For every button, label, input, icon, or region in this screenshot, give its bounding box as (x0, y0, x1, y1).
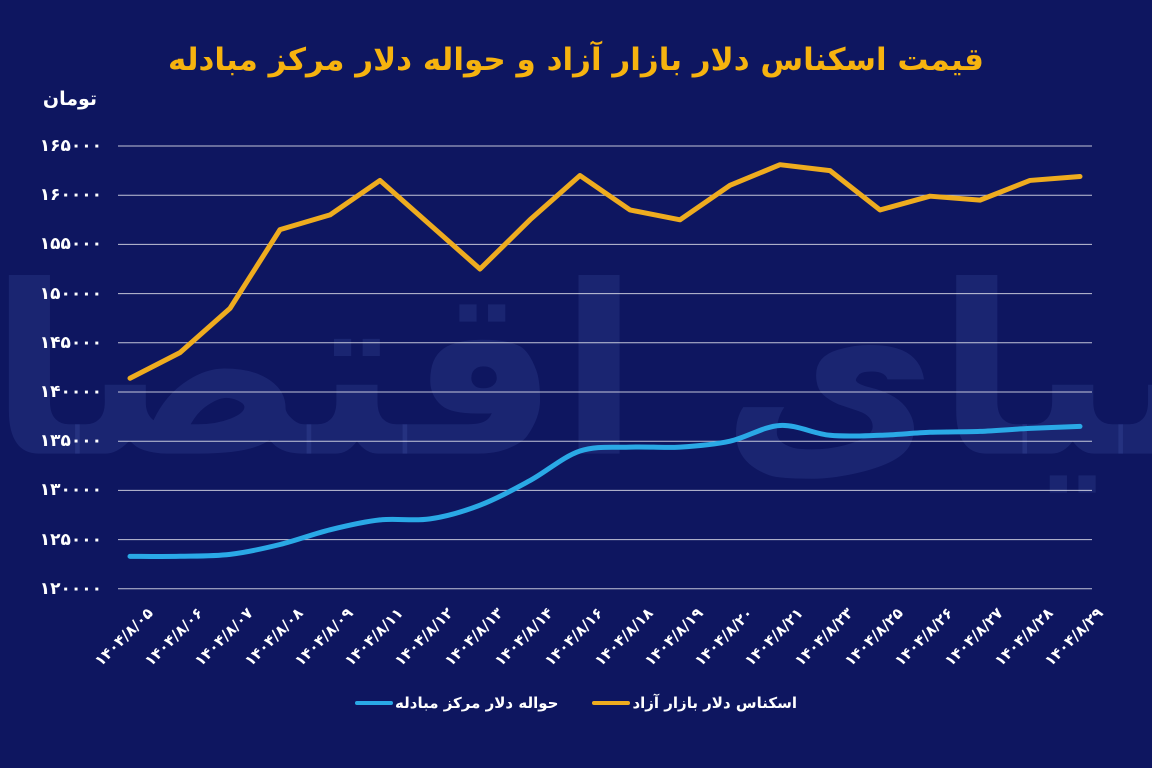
legend-label-exchange-center: حواله دلار مرکز مبادله (395, 694, 559, 712)
y-tick-label: ۱۴۰۰۰۰ (39, 382, 102, 402)
legend-item-exchange-center: حواله دلار مرکز مبادله (355, 694, 558, 712)
chart-title: قیمت اسکناس دلار بازار آزاد و حواله دلار… (168, 42, 984, 78)
y-tick-label: ۱۲۰۰۰۰ (39, 578, 102, 599)
series-line (127, 162, 1083, 381)
y-axis-unit-label: تومان (42, 88, 98, 110)
series-line (127, 422, 1083, 559)
legend-swatch-blue-line (355, 701, 394, 705)
legend: حواله دلار مرکز مبادله اسکناس دلار بازار… (0, 694, 1152, 712)
y-tick-label: ۱۶۰۰۰۰ (39, 185, 102, 206)
y-tick-label: ۱۶۵۰۰۰ (39, 136, 102, 156)
y-tick-label: ۱۳۵۰۰۰ (39, 431, 102, 452)
y-tick-label: ۱۵۵۰۰۰ (39, 234, 102, 255)
y-tick-label: ۱۲۵۰۰۰ (39, 529, 102, 550)
legend-swatch-gold-line (592, 701, 631, 705)
legend-label-free-market: اسکناس دلار بازار آزاد (632, 694, 797, 712)
y-tick-label: ۱۵۰۰۰۰ (39, 283, 102, 304)
y-tick-label: ۱۳۰۰۰۰ (39, 480, 102, 501)
legend-item-free-market: اسکناس دلار بازار آزاد (592, 694, 797, 712)
y-tick-label: ۱۴۵۰۰۰ (39, 332, 102, 353)
